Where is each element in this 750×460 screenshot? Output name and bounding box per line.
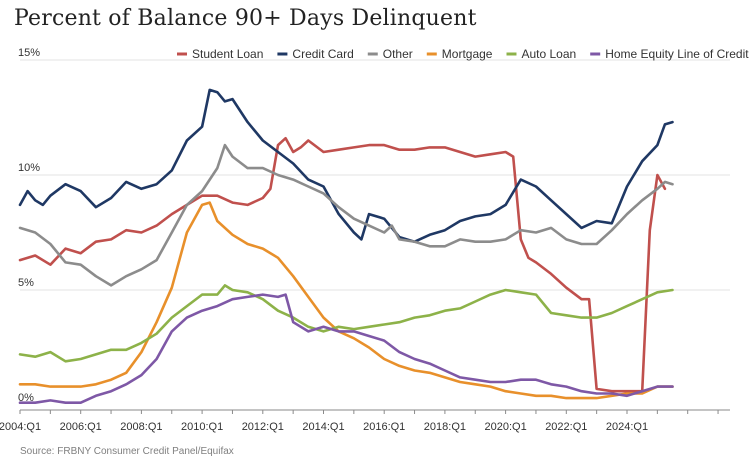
series-lines xyxy=(18,88,674,404)
x-tick-label: 2024:Q1 xyxy=(606,421,648,433)
y-tick-label: 10% xyxy=(18,162,40,174)
legend-label: Mortgage xyxy=(442,47,493,61)
series-line-other xyxy=(18,143,674,287)
chart-title: Percent of Balance 90+ Days Delinquent xyxy=(14,6,477,31)
x-tick-label: 2010:Q1 xyxy=(181,421,223,433)
series-line-mortgage xyxy=(18,201,674,400)
axes: 0% 5% 10% 15% 2004:Q1 2006:Q1 2008:Q1 2010:Q1 20… xyxy=(0,47,730,433)
legend-label: Auto Loan xyxy=(521,47,576,61)
series-line-auto-loan xyxy=(18,284,674,363)
x-tick-label: 2008:Q1 xyxy=(120,421,162,433)
x-tick-label: 2020:Q1 xyxy=(484,421,526,433)
series-line-credit-card xyxy=(18,88,674,243)
source-note: Source: FRBNY Consumer Credit Panel/Equi… xyxy=(20,446,234,457)
x-tick-label: 2004:Q1 xyxy=(0,421,41,433)
x-tick-label: 2016:Q1 xyxy=(363,421,405,433)
x-tick-label: 2018:Q1 xyxy=(424,421,466,433)
legend-label: Home Equity Line of Credit xyxy=(605,47,749,61)
x-tick-label: 2012:Q1 xyxy=(242,421,284,433)
series-line-heloc xyxy=(18,293,674,404)
y-tick-label: 0% xyxy=(18,392,34,404)
legend-label: Student Loan xyxy=(192,47,263,61)
grid-lines xyxy=(20,59,730,291)
y-tick-label: 15% xyxy=(18,47,40,59)
legend: Student Loan Credit Card Other Mortgage Auto… xyxy=(177,47,749,61)
series-line-student-loan xyxy=(18,136,667,393)
y-tick-label: 5% xyxy=(18,277,34,289)
legend-label: Other xyxy=(383,47,413,61)
x-tick-label: 2022:Q1 xyxy=(545,421,587,433)
x-tick-label: 2006:Q1 xyxy=(60,421,102,433)
legend-label: Credit Card xyxy=(292,47,353,61)
x-tick-label: 2014:Q1 xyxy=(302,421,344,433)
